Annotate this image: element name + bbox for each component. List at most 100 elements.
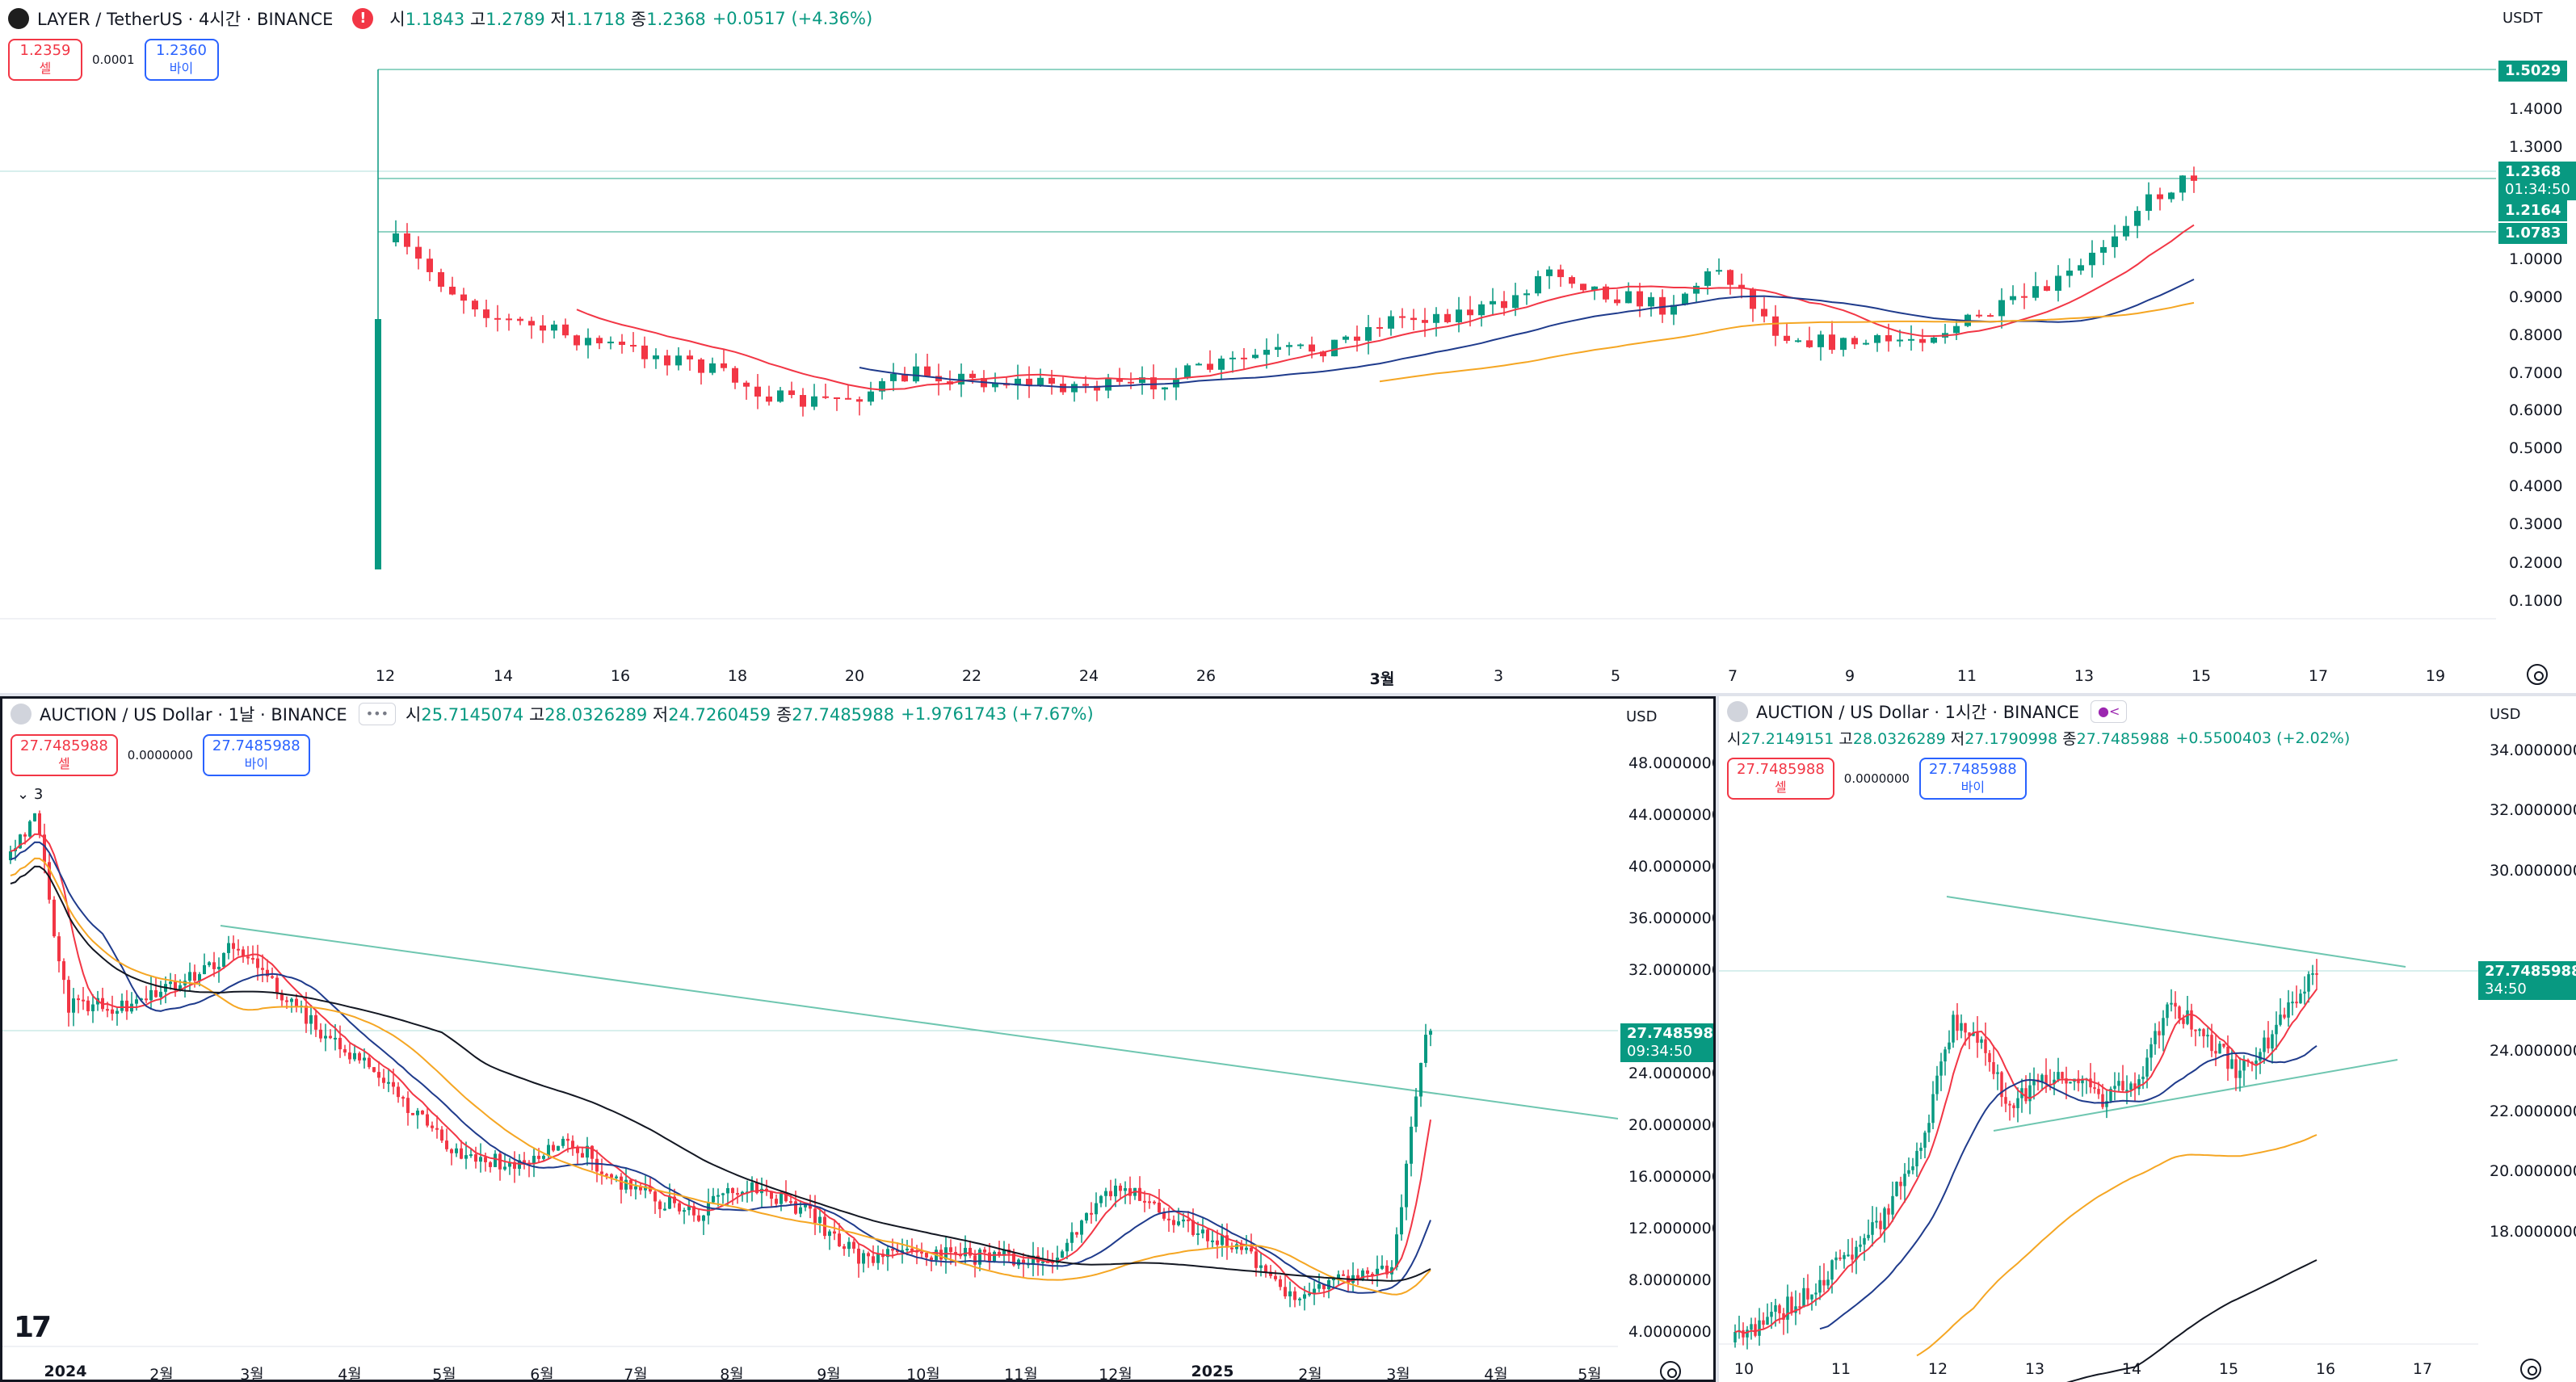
- auction-hourly-change: +0.5500403 (+2.02%): [2175, 729, 2351, 747]
- layer-symbol-title[interactable]: LAYER / TetherUS · 4시간 · BINANCE: [37, 10, 334, 29]
- candle-body: [1015, 378, 1021, 386]
- layer-ohlc: 시1.1843 고1.2789 저1.1718 종1.2368: [389, 10, 706, 29]
- auction-daily-sell-button[interactable]: 27.7485988 셀: [11, 734, 118, 776]
- share-icon[interactable]: ●<: [2091, 700, 2128, 723]
- alert-icon[interactable]: !: [352, 8, 374, 29]
- auction-daily-buy-button[interactable]: 27.7485988 바이: [202, 734, 310, 776]
- auction-daily-chart-canvas[interactable]: [2, 699, 1713, 1380]
- layer-currency-select[interactable]: USDT: [2502, 10, 2543, 27]
- candle-body: [1048, 377, 1055, 384]
- candle-body: [1399, 316, 1406, 318]
- panel-divider-horizontal[interactable]: [0, 693, 2576, 696]
- candle-body: [1817, 334, 1824, 347]
- y-tick-label: 0.6000: [2509, 401, 2563, 419]
- candle-body: [1843, 1254, 1846, 1259]
- layer-last-price-tag: 1.2368 01:34:50: [2498, 162, 2576, 200]
- candle-body: [1116, 378, 1123, 382]
- gear-icon[interactable]: [2520, 1359, 2541, 1380]
- candle-body: [1371, 1274, 1374, 1276]
- candle-body: [2044, 286, 2050, 291]
- gear-icon[interactable]: [2527, 664, 2548, 685]
- candle-body: [2109, 1088, 2112, 1102]
- candle-body: [1218, 358, 1225, 370]
- candle-body: [1184, 365, 1191, 379]
- candle-body: [484, 1157, 487, 1162]
- candle-body: [754, 386, 761, 397]
- auction-daily-spread: 0.0000000: [127, 748, 193, 762]
- auction-daily-currency[interactable]: USD: [1626, 708, 1658, 725]
- auction-daily-chart-panel[interactable]: AUCTION / US Dollar · 1날 · BINANCE ••• 시…: [0, 696, 1716, 1382]
- layer-trade-buttons: 1.2359 셀 0.0001 1.2360 바이: [8, 39, 219, 81]
- layer-buy-button[interactable]: 1.2360 바이: [144, 39, 219, 81]
- candle-body: [1987, 315, 1994, 317]
- x-tick-label: 9월: [817, 1366, 841, 1382]
- candle-body: [2259, 1052, 2262, 1061]
- candle-body: [528, 321, 535, 326]
- candle-body: [1790, 1296, 1793, 1313]
- candle-body: [2267, 1037, 2270, 1049]
- candle-body: [1167, 1218, 1170, 1220]
- x-tick-label: 12: [1927, 1360, 1948, 1378]
- candle-body: [1012, 1253, 1015, 1266]
- candle-body: [67, 980, 70, 1013]
- candle-body: [1911, 1166, 1914, 1170]
- candle-body: [1830, 1260, 1834, 1280]
- candle-body: [1196, 363, 1202, 366]
- indicators-toggle[interactable]: ⌄ 3: [17, 786, 44, 803]
- candle-body: [2307, 974, 2310, 992]
- candle-body: [2234, 1059, 2238, 1078]
- candle-body: [431, 1125, 434, 1128]
- candle-body: [615, 1176, 618, 1178]
- candle-body: [800, 395, 806, 407]
- candle-body: [1245, 1247, 1248, 1250]
- candle-body: [2275, 1024, 2278, 1035]
- candle-body: [910, 1248, 914, 1251]
- candle-body: [1187, 1219, 1190, 1221]
- candle-body: [309, 1014, 313, 1024]
- candle-body: [1405, 1163, 1408, 1208]
- candle-body: [2053, 1079, 2056, 1085]
- auction-hourly-symbol-title[interactable]: AUCTION / US Dollar · 1시간 · BINANCE: [1756, 703, 2080, 722]
- layer-sell-button[interactable]: 1.2359 셀: [8, 39, 82, 81]
- auction-hourly-sell-button[interactable]: 27.7485988 셀: [1727, 758, 1834, 800]
- candle-body: [508, 1161, 511, 1167]
- auction-hourly-chart-canvas[interactable]: [1719, 696, 2576, 1382]
- layer-chart-panel[interactable]: LAYER / TetherUS · 4시간 · BINANCE ! 시1.18…: [0, 0, 2576, 693]
- candle-body: [1002, 1249, 1006, 1256]
- candle-body: [1761, 309, 1767, 317]
- candle-body: [1365, 326, 1372, 341]
- candle-body: [1682, 293, 1688, 305]
- candle-body: [1422, 320, 1428, 323]
- candle-body: [1467, 309, 1473, 316]
- auction-daily-last-price-tag: 27.7485988 09:34:50: [1620, 1023, 1713, 1062]
- candle-body: [1143, 1200, 1146, 1203]
- candle-body: [619, 341, 625, 346]
- auction-hourly-trade-buttons: 27.7485988 셀 0.0000000 27.7485988 바이: [1727, 758, 2027, 800]
- more-icon[interactable]: •••: [358, 703, 397, 725]
- candle-body: [2113, 1086, 2116, 1089]
- candle-body: [469, 1154, 473, 1157]
- auction-hourly-buy-button[interactable]: 27.7485988 바이: [1918, 758, 2027, 800]
- candle-body: [920, 1251, 923, 1254]
- candle-body: [2311, 972, 2314, 975]
- gear-icon[interactable]: [1660, 1361, 1681, 1380]
- x-tick-label: 3: [1493, 667, 1504, 685]
- candle-body: [1094, 385, 1100, 391]
- candle-body: [472, 300, 478, 310]
- candle-body: [1512, 295, 1519, 309]
- auction-daily-symbol-title[interactable]: AUCTION / US Dollar · 1날 · BINANCE: [40, 705, 347, 725]
- candle-body: [1806, 1287, 1809, 1300]
- candle-body: [2149, 1044, 2153, 1058]
- candle-body: [2198, 1029, 2201, 1031]
- candle-body: [506, 318, 512, 321]
- candle-body: [698, 359, 704, 373]
- auction-hourly-chart-panel[interactable]: AUCTION / US Dollar · 1시간 · BINANCE ●< 시…: [1719, 696, 2576, 1382]
- candle-body: [890, 373, 897, 381]
- candle-body: [145, 998, 148, 1001]
- x-tick-label: 5월: [1578, 1366, 1602, 1382]
- panel-divider-vertical[interactable]: [1716, 696, 1719, 1382]
- auction-hourly-currency[interactable]: USD: [2490, 706, 2521, 723]
- layer-chart-canvas[interactable]: [0, 0, 2576, 693]
- candle-body: [2066, 270, 2073, 276]
- tradingview-logo[interactable]: 17: [14, 1311, 52, 1344]
